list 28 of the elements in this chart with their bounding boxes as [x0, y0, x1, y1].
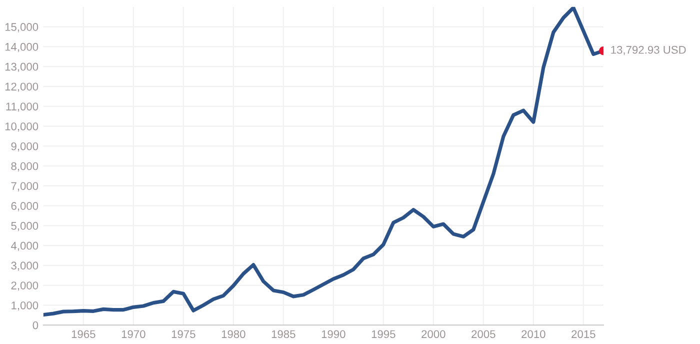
- y-tick-label: 10,000: [5, 122, 38, 132]
- x-tick-label: 2010: [522, 330, 546, 338]
- x-tick-label: 2005: [472, 330, 496, 338]
- y-tick-label: 5,000: [11, 222, 38, 232]
- y-tick-label: 2,000: [11, 282, 38, 291]
- x-tick-label: 1995: [372, 330, 396, 338]
- y-tick-label: 13,000: [5, 62, 38, 72]
- y-tick-label: 1,000: [12, 301, 38, 311]
- y-tick-label: 14,000: [5, 42, 38, 52]
- y-tick-label: 11,000: [6, 102, 38, 112]
- y-tick-label: 6,000: [11, 202, 38, 212]
- y-tick-label: 4,000: [10, 242, 38, 251]
- x-tick-label: 1970: [122, 330, 146, 338]
- y-tick-label: 15,000: [5, 23, 38, 32]
- y-tick-label: 0: [32, 321, 38, 330]
- y-tick-label: 12,000: [5, 82, 38, 92]
- x-tick-label: 2000: [422, 330, 446, 338]
- y-tick-label: 9,000: [11, 142, 38, 152]
- x-tick-label: 1975: [172, 330, 196, 338]
- y-tick-label: 7,000: [11, 182, 38, 192]
- x-tick-label: 1980: [222, 330, 246, 338]
- y-tick-label: 3,000: [11, 262, 38, 271]
- x-tick-label: 2015: [572, 330, 596, 338]
- annotation: 13,792.93 USD: [611, 46, 686, 56]
- y-tick-label: 8,000: [11, 162, 38, 172]
- x-tick-label: 1990: [322, 330, 346, 338]
- x-tick-label: 1985: [272, 330, 296, 338]
- x-tick-label: 1965: [72, 330, 96, 338]
